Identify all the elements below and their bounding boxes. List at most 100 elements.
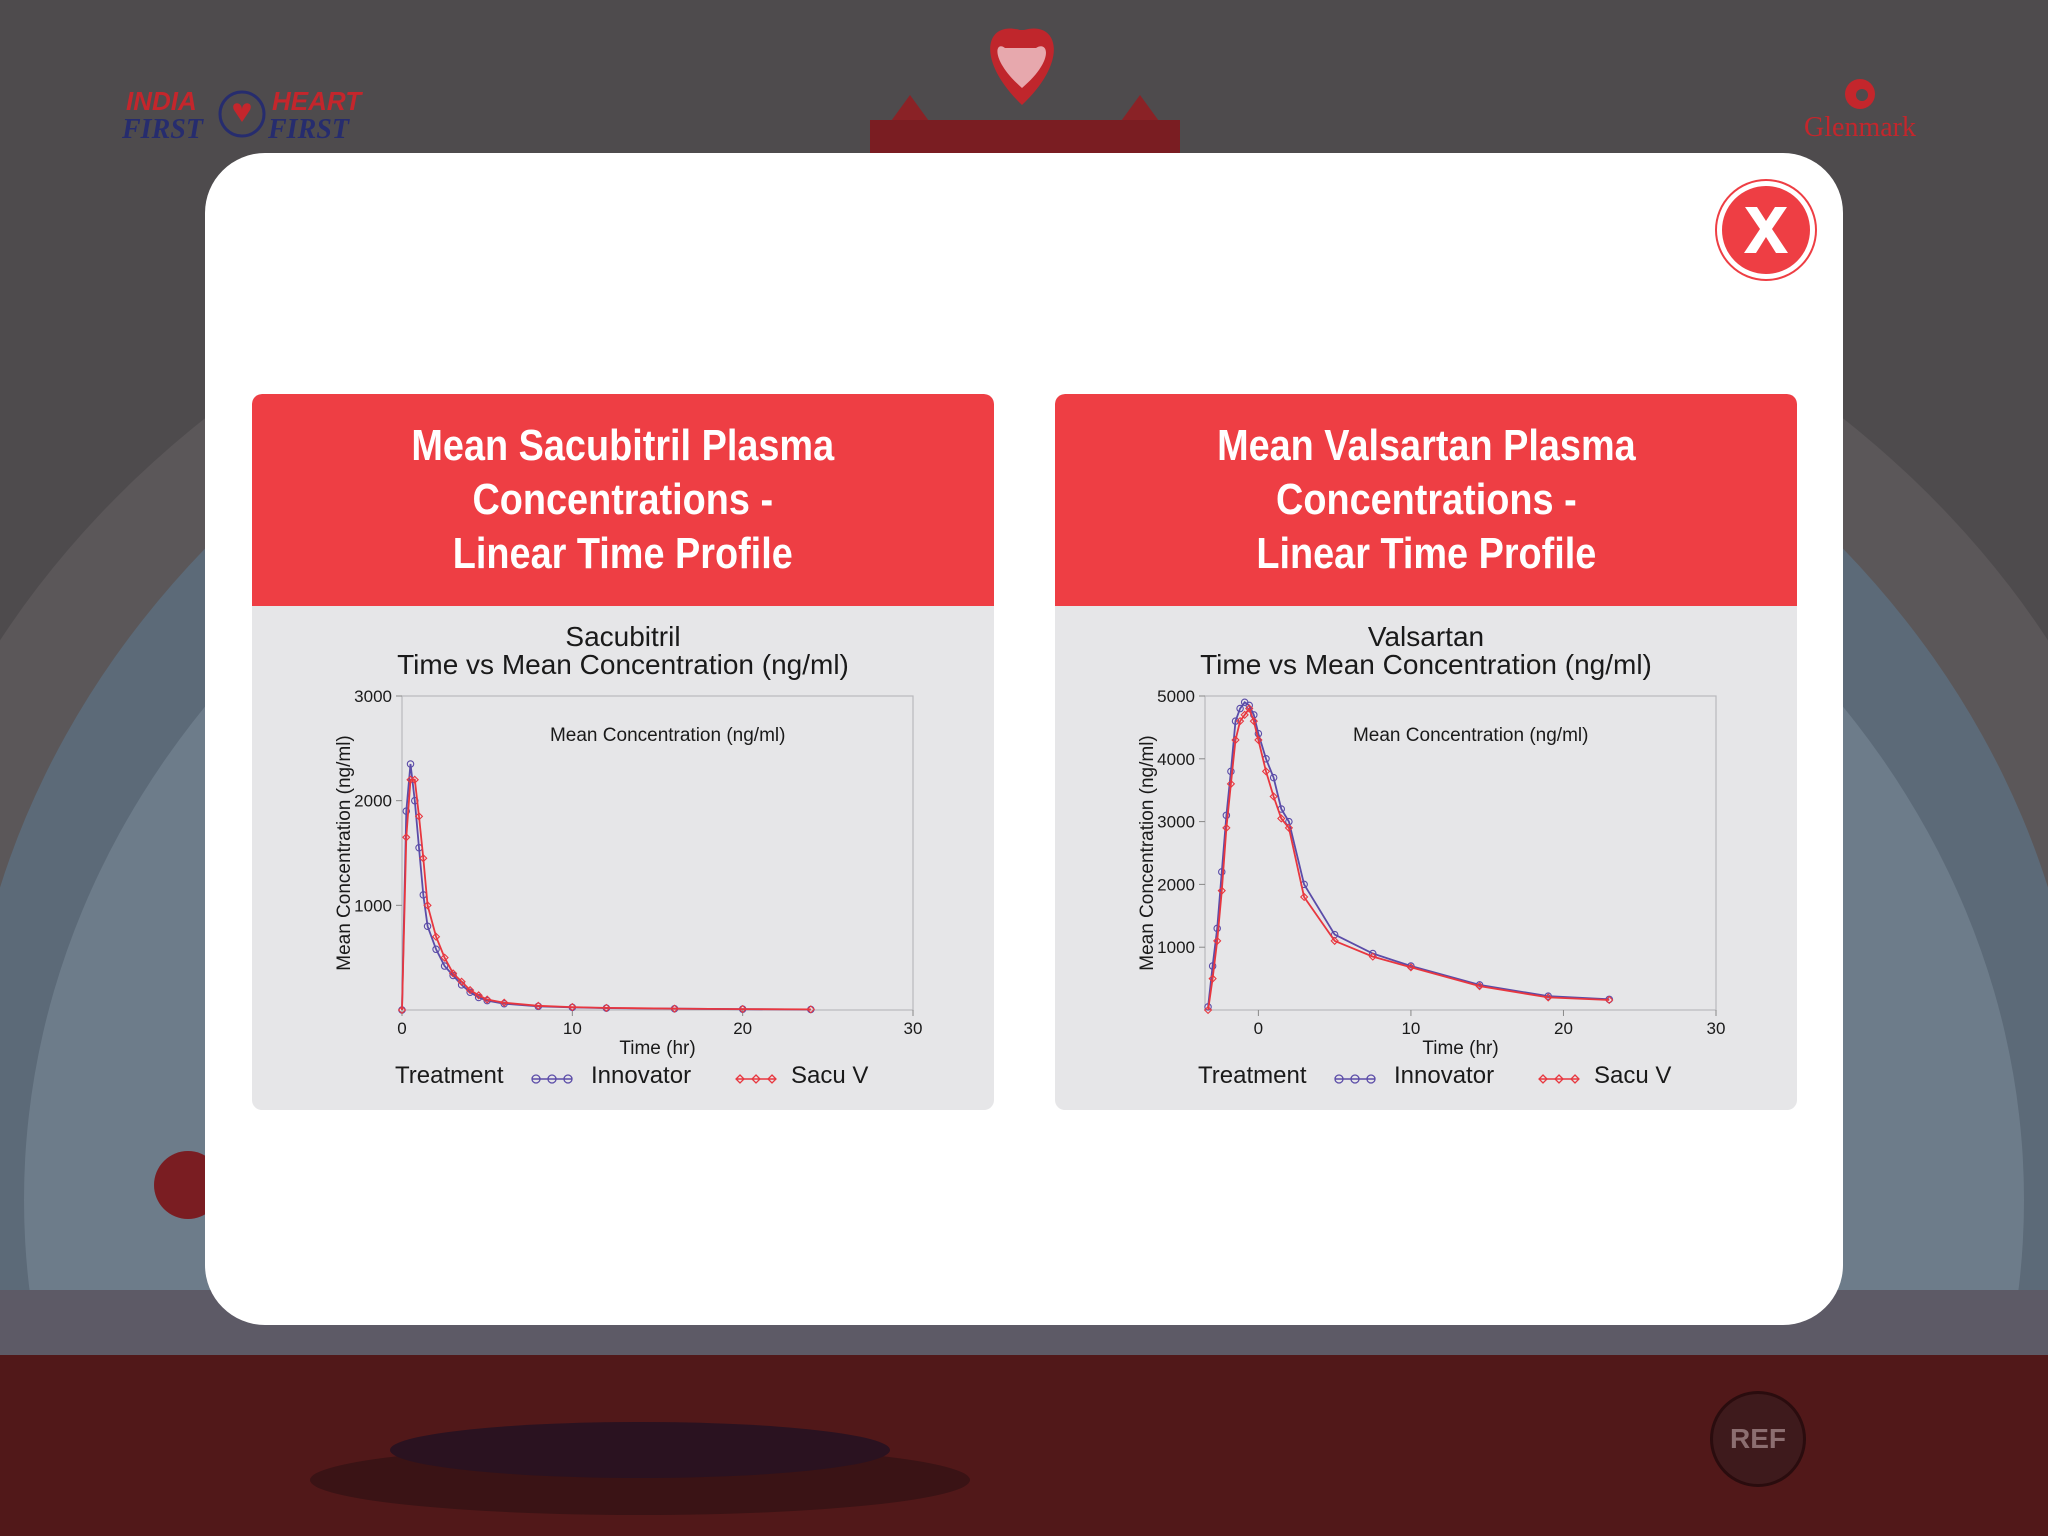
data-point-sacu-v bbox=[1235, 716, 1245, 726]
y-tick-label: 1000 bbox=[354, 896, 392, 915]
chart-subtitle: Time vs Mean Concentration (ng/ml) bbox=[1200, 649, 1652, 680]
chart-subtitle: Time vs Mean Concentration (ng/ml) bbox=[397, 649, 849, 680]
data-point-sacu-v bbox=[482, 995, 492, 1004]
data-point-sacu-v bbox=[1217, 886, 1226, 895]
valsartan-panel: Mean Valsartan Plasma Concentrations - L… bbox=[1055, 394, 1797, 1110]
data-point-sacu-v bbox=[1299, 892, 1309, 902]
data-point-sacu-v bbox=[1261, 767, 1271, 776]
data-point-innovator bbox=[402, 807, 411, 815]
data-point-sacu-v bbox=[419, 854, 428, 863]
x-tick-label: 30 bbox=[1707, 1019, 1726, 1038]
x-tick-label: 10 bbox=[563, 1019, 582, 1038]
data-point-sacu-v bbox=[414, 812, 424, 821]
legend-label-sacuv: Sacu V bbox=[791, 1062, 869, 1089]
chart-area: Valsartan Time vs Mean Concentration (ng… bbox=[1055, 606, 1797, 1110]
x-tick-label: 10 bbox=[1401, 1019, 1420, 1038]
sacubitril-line-chart: Mean Concentration (ng/ml) 0 10 20 30 1000 200… bbox=[334, 687, 923, 1059]
legend-marker-sacuv bbox=[1538, 1074, 1580, 1084]
data-point-sacu-v bbox=[448, 969, 458, 978]
legend-marker-innovator bbox=[1334, 1074, 1376, 1084]
y-tick-label: 1000 bbox=[1157, 938, 1195, 957]
data-point-sacu-v bbox=[1277, 814, 1286, 823]
data-point-sacu-v bbox=[397, 1005, 407, 1015]
sacubitril-panel: Mean Sacubitril Plasma Concentrations - … bbox=[252, 394, 994, 1110]
x-tick-label: 30 bbox=[904, 1019, 923, 1038]
svg-text:HEART: HEART bbox=[272, 86, 363, 116]
data-point-sacu-v bbox=[431, 932, 441, 941]
legend-title: Treatment bbox=[1198, 1062, 1307, 1089]
close-icon bbox=[1744, 207, 1788, 253]
data-point-sacu-v bbox=[423, 901, 432, 910]
data-point-sacu-v bbox=[1254, 735, 1263, 745]
x-tick-label: 20 bbox=[733, 1019, 752, 1038]
data-point-innovator bbox=[432, 945, 440, 954]
data-point-sacu-v bbox=[465, 985, 475, 995]
data-point-sacu-v bbox=[440, 953, 449, 962]
data-point-sacu-v bbox=[1284, 823, 1294, 833]
data-point-sacu-v bbox=[1249, 716, 1258, 726]
series-line-sacu-v bbox=[401, 778, 811, 1011]
legend-label-innovator: Innovator bbox=[591, 1062, 692, 1089]
panel-title: Mean Sacubitril Plasma Concentrations - … bbox=[411, 421, 835, 578]
panel-title: Mean Valsartan Plasma Concentrations - L… bbox=[1216, 421, 1636, 578]
data-point-sacu-v bbox=[1368, 952, 1377, 961]
ref-button[interactable]: REF bbox=[1710, 1391, 1806, 1487]
chart-legend: Treatment Innovator Sacu V bbox=[1055, 1062, 1797, 1094]
plot-frame bbox=[401, 695, 914, 1011]
chart-legend: Treatment Innovator Sacu V bbox=[252, 1062, 994, 1094]
data-point-sacu-v bbox=[457, 977, 466, 986]
data-point-sacu-v bbox=[1208, 974, 1217, 983]
series-line-innovator bbox=[401, 763, 811, 1011]
data-point-sacu-v bbox=[410, 775, 419, 784]
data-point-innovator bbox=[406, 760, 415, 768]
data-point-sacu-v bbox=[602, 1003, 611, 1013]
svg-text:Glenmark: Glenmark bbox=[1804, 112, 1916, 143]
svg-text:INDIA: INDIA bbox=[126, 86, 197, 116]
x-tick-label: 0 bbox=[397, 1019, 406, 1038]
data-point-innovator bbox=[440, 962, 449, 970]
legend-label-sacuv: Sacu V bbox=[1594, 1062, 1672, 1089]
x-axis-label: Time (hr) bbox=[1422, 1038, 1498, 1059]
data-point-sacu-v bbox=[806, 1005, 815, 1014]
panel-header: Mean Sacubitril Plasma Concentrations - … bbox=[252, 394, 994, 606]
series-line-innovator bbox=[1207, 701, 1610, 1007]
chart-title: Valsartan bbox=[1367, 621, 1485, 652]
data-point-innovator bbox=[1269, 773, 1278, 782]
panel-header: Mean Valsartan Plasma Concentrations - L… bbox=[1055, 394, 1797, 606]
data-point-sacu-v bbox=[568, 1002, 577, 1012]
data-point-sacu-v bbox=[1269, 792, 1278, 801]
inner-label: Mean Concentration (ng/ml) bbox=[1353, 725, 1589, 746]
data-point-sacu-v bbox=[1231, 735, 1240, 745]
data-point-sacu-v bbox=[1203, 1005, 1213, 1015]
data-point-sacu-v bbox=[1544, 993, 1553, 1002]
y-tick-label: 4000 bbox=[1157, 750, 1195, 769]
data-point-sacu-v bbox=[1475, 981, 1484, 991]
legend-marker-innovator bbox=[531, 1074, 573, 1084]
legend-title: Treatment bbox=[395, 1062, 504, 1089]
data-point-sacu-v bbox=[1605, 995, 1614, 1005]
data-point-sacu-v bbox=[1406, 963, 1416, 972]
data-point-sacu-v bbox=[738, 1004, 747, 1014]
y-tick-label: 5000 bbox=[1157, 687, 1195, 706]
valsartan-line-chart: Mean Concentration (ng/ml) 0 10 20 30 1000 200… bbox=[1137, 687, 1726, 1059]
data-point-sacu-v bbox=[670, 1004, 679, 1013]
x-tick-label: 0 bbox=[1254, 1019, 1263, 1038]
data-point-sacu-v bbox=[1213, 936, 1222, 946]
y-tick-label: 2000 bbox=[1157, 875, 1195, 894]
data-point-innovator bbox=[1222, 811, 1231, 820]
data-point-sacu-v bbox=[402, 833, 411, 842]
data-point-innovator bbox=[1227, 767, 1235, 776]
plot-frame bbox=[1204, 695, 1717, 1011]
legend-marker-sacuv bbox=[735, 1074, 777, 1084]
data-point-innovator bbox=[1204, 1003, 1212, 1011]
y-tick-label: 3000 bbox=[1157, 813, 1195, 832]
y-tick-label: 2000 bbox=[354, 792, 392, 811]
data-point-innovator bbox=[1236, 704, 1244, 713]
data-point-innovator bbox=[423, 922, 432, 931]
data-point-innovator bbox=[1208, 962, 1217, 970]
close-button[interactable] bbox=[1717, 181, 1815, 279]
data-point-sacu-v bbox=[474, 991, 483, 1000]
x-axis-label: Time (hr) bbox=[619, 1038, 695, 1059]
series-line-sacu-v bbox=[1207, 706, 1610, 1011]
data-point-sacu-v bbox=[500, 998, 509, 1007]
